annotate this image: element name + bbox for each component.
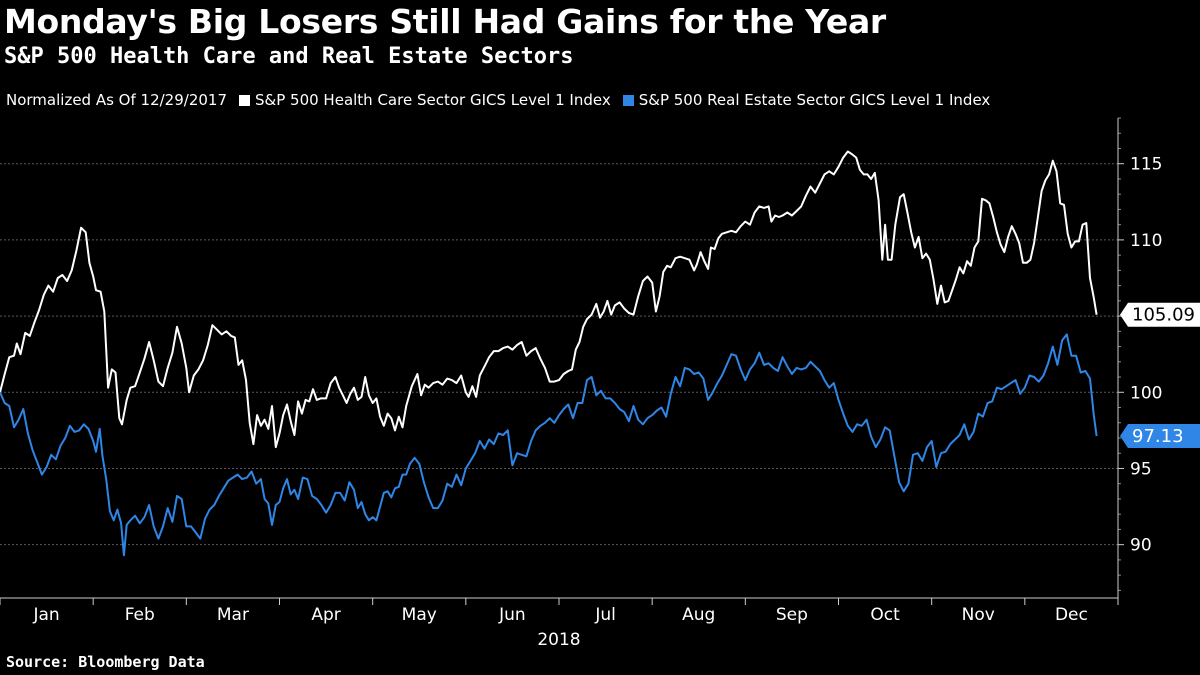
x-tick-label-feb: Feb [125, 605, 155, 625]
x-tick-label-may: May [402, 605, 437, 625]
x-tick-label-oct: Oct [870, 605, 900, 625]
chart-subtitle: S&P 500 Health Care and Real Estate Sect… [4, 44, 574, 69]
end-value-callout-real-estate [1120, 424, 1200, 449]
legend: Normalized As Of 12/29/2017 S&P 500 Heal… [6, 91, 990, 109]
y-tick-label-115: 115 [1130, 155, 1162, 175]
y-tick-label-90: 90 [1130, 536, 1152, 556]
legend-swatch-health-care [239, 94, 250, 106]
y-tick-label-95: 95 [1130, 459, 1152, 479]
x-tick-label-mar: Mar [217, 605, 249, 625]
legend-swatch-real-estate [622, 94, 634, 106]
x-tick-label-jun: Jun [498, 605, 526, 625]
end-value-label-real-estate: 97.13 [1132, 426, 1184, 447]
end-value-label-health-care: 105.09 [1132, 305, 1195, 326]
source-note: Source: Bloomberg Data [6, 653, 205, 671]
x-tick-label-dec: Dec [1055, 605, 1088, 625]
chart-title: Monday's Big Losers Still Had Gains for … [4, 2, 886, 41]
legend-label-health-care: S&P 500 Health Care Sector GICS Level 1 … [255, 91, 611, 109]
x-tick-label-aug: Aug [682, 605, 715, 625]
legend-label-real-estate: S&P 500 Real Estate Sector GICS Level 1 … [638, 91, 991, 109]
end-value-callout-health-care [1120, 302, 1200, 327]
x-tick-label-jul: Jul [594, 605, 616, 625]
series-line-real-estate [0, 333, 1098, 557]
legend-note: Normalized As Of 12/29/2017 [6, 91, 227, 109]
x-tick-label-apr: Apr [311, 605, 340, 625]
series-line-health-care [0, 150, 1098, 449]
x-axis-year-label: 2018 [537, 630, 580, 650]
x-tick-label-sep: Sep [776, 605, 808, 625]
y-tick-label-100: 100 [1130, 383, 1162, 403]
y-tick-label-110: 110 [1130, 231, 1162, 251]
x-tick-label-nov: Nov [962, 605, 995, 625]
x-tick-label-jan: Jan [32, 605, 59, 625]
